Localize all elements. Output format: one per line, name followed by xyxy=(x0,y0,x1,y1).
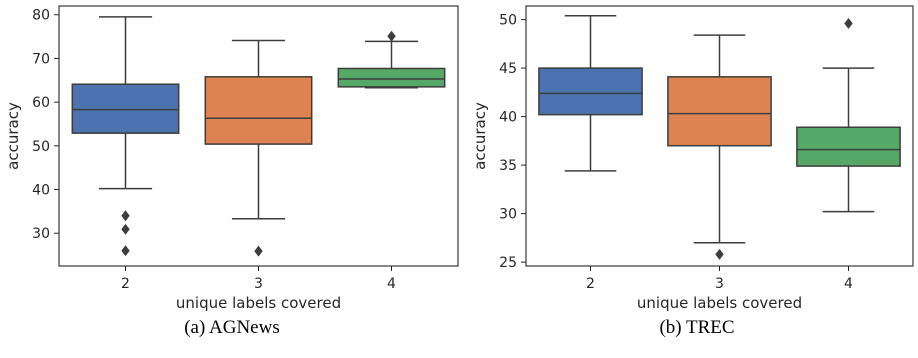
box-body xyxy=(337,67,446,88)
box-3 xyxy=(204,39,313,257)
outlier-point xyxy=(254,245,263,257)
y-tick-label: 35 xyxy=(499,158,517,174)
y-tick-label: 40 xyxy=(32,183,50,199)
x-tick-label: 3 xyxy=(254,276,263,292)
y-axis-label: accuracy xyxy=(4,102,22,170)
y-tick-label: 50 xyxy=(499,13,517,29)
box-body xyxy=(538,67,643,116)
chart-caption: (b) TREC xyxy=(659,317,734,338)
outlier-point xyxy=(387,30,396,42)
box-body xyxy=(796,126,901,167)
y-tick-label: 45 xyxy=(499,61,517,77)
box-3 xyxy=(667,34,772,260)
box-body xyxy=(71,83,180,134)
chart-caption: (a) AGNews xyxy=(184,317,280,338)
y-tick-label: 40 xyxy=(499,110,517,126)
outlier-point xyxy=(715,248,724,260)
outlier-point xyxy=(121,210,130,222)
x-tick-label: 2 xyxy=(121,276,130,292)
y-tick-label: 50 xyxy=(32,139,50,155)
y-tick-label: 70 xyxy=(32,51,50,67)
chart-agnews: 30 40 50 60 70 80 2 3 4 unique labels covered accu… xyxy=(4,5,459,338)
chart-trec: 25 30 35 40 45 50 2 3 4 unique labels covered accu… xyxy=(471,5,914,338)
box-4 xyxy=(796,18,901,213)
x-tick-label: 3 xyxy=(715,276,724,292)
x-tick-label: 4 xyxy=(844,276,853,292)
y-tick-label: 80 xyxy=(32,8,50,24)
x-axis-label: unique labels covered xyxy=(637,294,802,312)
box-body xyxy=(667,76,772,147)
x-axis-label: unique labels covered xyxy=(176,294,341,312)
y-axis-label: accuracy xyxy=(471,102,489,170)
outlier-point xyxy=(121,223,130,235)
y-tick-label: 30 xyxy=(499,207,517,223)
box-2 xyxy=(538,14,643,172)
y-tick-label: 30 xyxy=(32,226,50,242)
box-body xyxy=(204,76,313,145)
box-2 xyxy=(71,16,180,257)
y-tick-label: 60 xyxy=(32,95,50,111)
outlier-point xyxy=(844,18,853,29)
y-tick-label: 25 xyxy=(499,255,517,271)
outlier-point xyxy=(121,245,130,257)
x-tick-label: 4 xyxy=(387,276,396,292)
box-4 xyxy=(337,30,446,89)
x-tick-label: 2 xyxy=(586,276,595,292)
